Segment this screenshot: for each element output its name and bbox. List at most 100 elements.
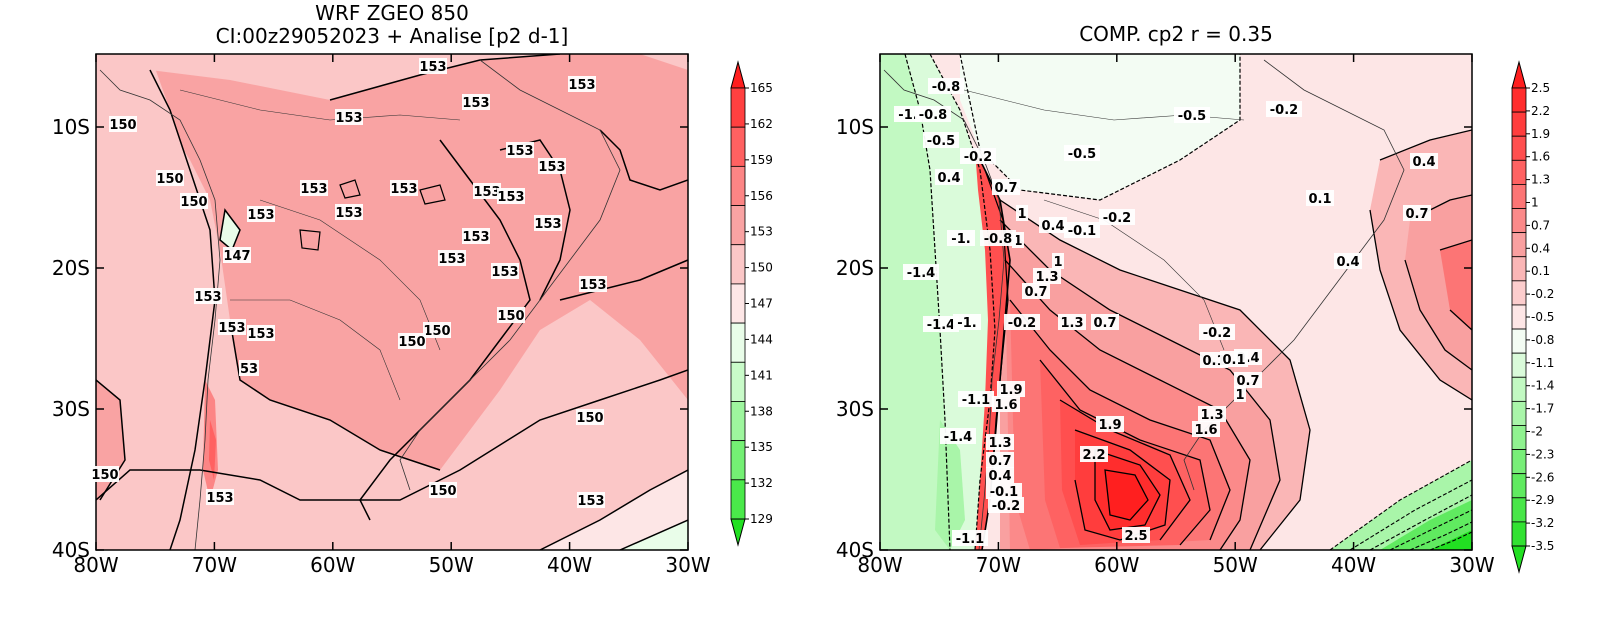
contour-label: 153 [579, 278, 606, 293]
contour-label: -1.4 [944, 430, 972, 445]
contour-label-bg [398, 333, 426, 349]
colorbar-swatch [1511, 304, 1527, 330]
contour-label: -0.2 [1008, 316, 1036, 331]
colorbar-label: -2.3 [1531, 447, 1554, 461]
colorbar-swatch [1511, 135, 1527, 161]
border [230, 299, 401, 401]
colorbar-label: 150 [750, 261, 773, 275]
contour-label-bg [247, 325, 275, 341]
contour-label: 153 [206, 491, 233, 506]
contour-label: 0.4 [988, 469, 1011, 484]
contour-label: -0.2 [1203, 326, 1231, 341]
contour-label-bg [1410, 153, 1438, 169]
contour-line-negative [1409, 521, 1472, 550]
panel-right-colorbar: 2.5 2.2 1.9 1.6 1.3 1 0.7 0.4 0.1 -0.2 -0.5 -0.8 -1.… [1511, 60, 1554, 574]
contour-label-bg [462, 228, 490, 244]
contour-label: 153 [335, 111, 362, 126]
contour-label-bg [491, 263, 519, 279]
field-region-159 [209, 420, 216, 480]
contour-label-bg [180, 193, 208, 209]
contour-label-bg [1022, 283, 1050, 299]
colorbar-swatch [1511, 280, 1527, 306]
contour-label: -0.8 [984, 232, 1012, 247]
contour-label-bg [1220, 351, 1248, 367]
colorbar-label: 2.5 [1531, 81, 1550, 95]
colorbar-label: 153 [750, 225, 773, 239]
contour-label: 153 [194, 290, 221, 305]
contour-label: 153 [497, 190, 524, 205]
contour-label-bg [223, 247, 251, 263]
contour-label-bg [577, 492, 605, 508]
contour-label: -1.4 [907, 266, 935, 281]
x-tick-label: 30W [665, 553, 710, 577]
colorbar-label: 156 [750, 189, 773, 203]
contour-label: 2.2 [1082, 448, 1105, 463]
colorbar-label: 135 [750, 440, 773, 454]
contour-label: -0.5 [1068, 147, 1096, 162]
contour-label: -0.2 [964, 150, 992, 165]
colorbar-label: 1.6 [1531, 150, 1550, 164]
colorbar-label: -2.9 [1531, 493, 1554, 507]
x-tick-label: 50W [1213, 553, 1258, 577]
contour-label-bg [1234, 372, 1262, 388]
contour-label: 0.7 [988, 454, 1011, 469]
contour-label-bg [986, 467, 1014, 483]
contour-label: 150 [91, 468, 118, 483]
contour-label-bg [960, 148, 996, 164]
contour-label-bg [1064, 145, 1100, 161]
contour-label: 153 [506, 144, 533, 159]
colorbar-swatch [1511, 449, 1527, 475]
contour-label: 150 [156, 172, 183, 187]
contour-label: 153 [218, 321, 245, 336]
contour-label: -1.1 [956, 532, 984, 547]
colorbar-swatch [730, 322, 746, 363]
contour-line [419, 184, 446, 205]
contour-label-bg [988, 497, 1024, 513]
colorbar-label: 162 [750, 117, 773, 131]
contour-line-negative [1369, 494, 1472, 550]
colorbar-swatch [730, 361, 746, 402]
contour-line [299, 229, 321, 251]
contour-label: 0.4 [1041, 219, 1064, 234]
colorbar-label: 141 [750, 368, 773, 382]
contour-label: 0.7 [1024, 285, 1047, 300]
panel-right-contour-labels: -0.8-1. -0.8-0.5-0.20.410.710.4 -0.1-0.2-1… [894, 78, 1438, 547]
contour-label: 0.4 [937, 171, 960, 186]
contour-label-bg [997, 381, 1025, 397]
contour-label: -0.8 [919, 108, 947, 123]
y-tick-label: 40S [836, 538, 874, 562]
contour-label: 153 [438, 252, 465, 267]
contour-label: 150 [576, 411, 603, 426]
contour-label: 153 [390, 182, 417, 197]
x-tick-label: 70W [192, 553, 237, 577]
contour-label: 0.1 [1202, 354, 1225, 369]
contour-line [359, 139, 531, 521]
contour-line [559, 259, 688, 301]
contour-label: 1.3 [1060, 316, 1083, 331]
contour-label-bg [947, 230, 975, 246]
colorbar-label: 165 [750, 81, 773, 95]
colorbar-swatch [1511, 208, 1527, 234]
contour-label: 150 [429, 484, 456, 499]
colorbar-label: 0.4 [1531, 241, 1550, 255]
field-region-southeast-negative-2 [1380, 500, 1472, 550]
contour-label-bg [992, 179, 1020, 195]
contour-label-bg [923, 316, 959, 332]
colorbar-label: 1 [1531, 196, 1539, 210]
colorbar-label: -1.7 [1531, 402, 1554, 416]
contour-label-bg [935, 169, 963, 185]
contour-label-bg [1099, 209, 1135, 225]
contour-label-bg [1058, 314, 1086, 330]
y-tick-label: 30S [836, 397, 874, 421]
colorbar-label: 144 [750, 332, 773, 346]
contour-label: 0.1 [1222, 353, 1245, 368]
contour-label-bg [1334, 253, 1362, 269]
contour-label-bg [953, 314, 981, 330]
contour-label: 1 [1013, 234, 1022, 249]
contour-label-bg [952, 530, 988, 546]
x-tick-label: 60W [310, 553, 355, 577]
colorbar-label: -0.5 [1531, 310, 1554, 324]
contour-label-bg [438, 250, 466, 266]
